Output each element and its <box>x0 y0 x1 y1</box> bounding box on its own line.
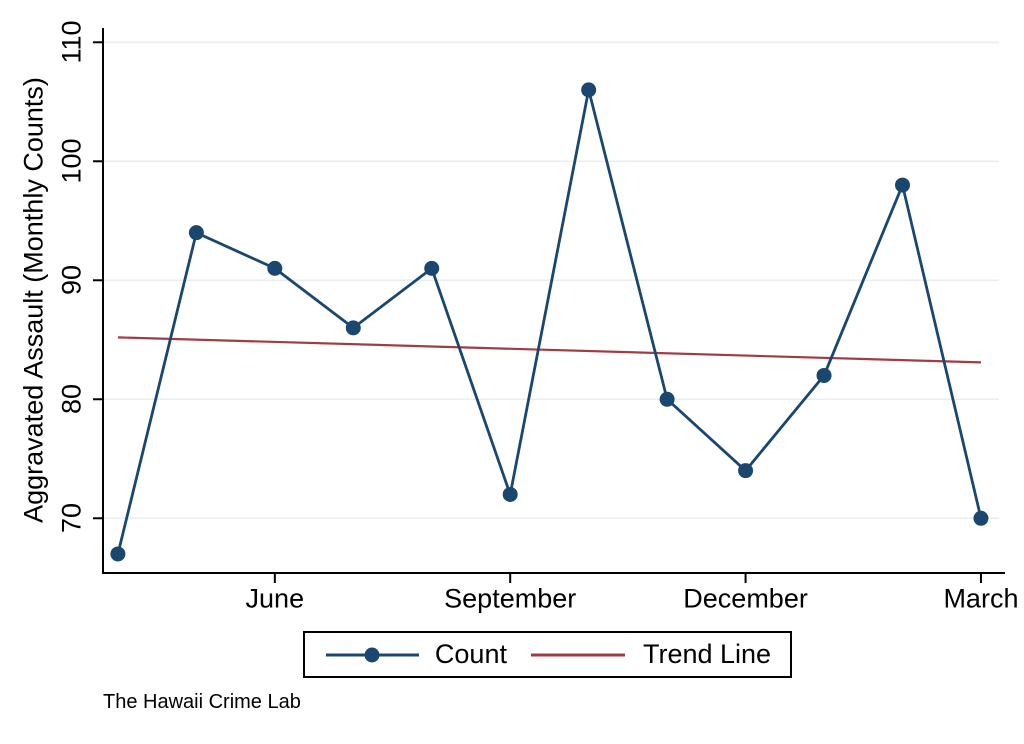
count-marker <box>110 546 126 562</box>
count-marker <box>973 510 989 526</box>
legend-label-trend: Trend Line <box>642 639 772 669</box>
legend-item-trend: Trend Line <box>529 641 771 668</box>
y-axis-title: Aggravated Assault (Monthly Counts) <box>18 77 49 523</box>
trend-line-swatch <box>530 653 625 656</box>
x-tick-label: September <box>444 583 577 614</box>
y-tick-label: 90 <box>56 265 87 296</box>
y-tick-label: 110 <box>56 20 87 64</box>
legend-item-count: Count <box>324 641 507 668</box>
count-marker <box>345 320 361 336</box>
x-tick-label: March <box>943 583 1019 614</box>
count-marker <box>188 225 204 241</box>
y-tick-label: 70 <box>56 503 87 534</box>
count-marker <box>502 486 518 502</box>
count-marker <box>581 82 597 98</box>
footer-note: The Hawaii Crime Lab <box>103 691 301 713</box>
count-line <box>116 89 983 555</box>
legend: Count Trend Line <box>303 631 792 678</box>
x-tick-label: June <box>245 583 305 614</box>
count-marker <box>816 367 832 383</box>
legend-label-count: Count <box>434 639 507 669</box>
count-marker <box>894 177 910 193</box>
y-tick-label: 100 <box>56 138 87 184</box>
count-marker <box>267 260 283 276</box>
count-line-swatch <box>325 647 419 662</box>
count-marker <box>659 391 675 407</box>
x-tick-label: December <box>683 583 808 614</box>
count-marker <box>738 463 754 479</box>
count-swatch-marker-icon <box>364 647 380 662</box>
trend-line <box>117 336 981 364</box>
count-marker <box>424 260 440 276</box>
y-tick-label: 80 <box>56 384 87 415</box>
